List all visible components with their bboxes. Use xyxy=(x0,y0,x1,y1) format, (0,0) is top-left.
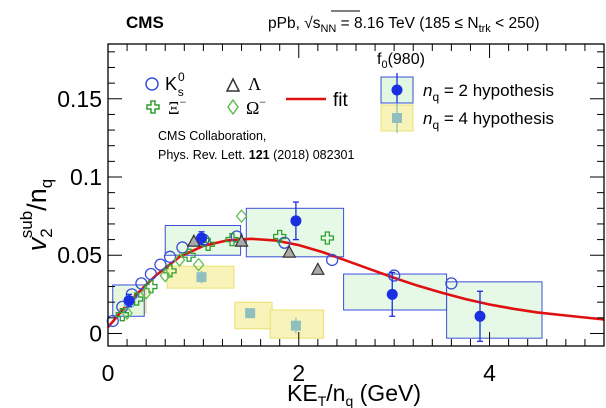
f0-legend-title: f0(980) xyxy=(377,51,425,71)
xi-point xyxy=(129,292,144,306)
x-tick-label: 0 xyxy=(102,360,115,386)
system-label: pPb, √sNN = 8.16 TeV (185 ≤ Ntrk < 250) xyxy=(268,15,539,35)
legend-nq4-label: nq = 4 hypothesis xyxy=(423,109,554,132)
legend-lambda-marker xyxy=(225,77,241,92)
legend-fit-label: fit xyxy=(333,90,349,111)
omega-point xyxy=(173,252,186,267)
nq2-point-4 xyxy=(474,310,486,322)
omega-point xyxy=(121,306,133,321)
legend-k0s-marker xyxy=(145,77,159,91)
xi-point xyxy=(273,229,287,244)
data-points xyxy=(106,201,486,342)
nq2-point-1 xyxy=(195,232,207,244)
species-legend: K0 s Λ Ξ− Ω− fit xyxy=(145,70,349,118)
k0s-point xyxy=(144,267,158,281)
legend-omega-label: Ω− xyxy=(246,95,266,118)
omega-point xyxy=(159,268,172,283)
k0s-point xyxy=(176,241,189,254)
nq4-point-3 xyxy=(290,320,301,331)
omega-point xyxy=(235,209,248,224)
lambda-point xyxy=(310,262,325,275)
y-tick-label: 0.1 xyxy=(70,164,102,190)
y-tick-label: 0 xyxy=(89,320,102,346)
f0-legend: f0(980) nq = 2 hypothesis nq = 4 hypothe… xyxy=(377,51,554,133)
k0s-point xyxy=(135,277,148,290)
reference-line-1: CMS Collaboration, xyxy=(158,129,266,143)
lambda-point xyxy=(282,244,297,258)
k0s-point xyxy=(388,269,401,282)
xi-point xyxy=(182,248,196,262)
legend-k0s-label: K0 s xyxy=(165,70,185,99)
k0s-point xyxy=(154,258,167,271)
k0s-point xyxy=(326,253,339,267)
k0s-point xyxy=(445,277,458,290)
legend-xi-marker xyxy=(146,100,160,114)
legend-nq2-marker xyxy=(391,84,403,96)
x-tick-label: 2 xyxy=(292,360,305,386)
axes: 0 2 4 0 0.05 0.1 0.15 xyxy=(57,43,605,386)
nq4-point-1 xyxy=(196,272,207,283)
nq2-point-3 xyxy=(386,288,398,300)
y-tick-label: 0.15 xyxy=(57,86,102,112)
nq4-point-2 xyxy=(245,308,256,319)
legend-lambda-label: Λ xyxy=(248,74,261,94)
nq2-point-2 xyxy=(290,215,302,227)
k0s-point xyxy=(106,314,119,328)
xi-point xyxy=(144,279,158,294)
k0s-point xyxy=(163,250,177,263)
xi-point xyxy=(320,231,335,245)
y-axis-label: v2sub/nq xyxy=(17,179,56,251)
reference-note: CMS Collaboration, Phys. Rev. Lett. 121 … xyxy=(158,129,354,162)
collaboration-label: CMS xyxy=(126,13,164,32)
legend-xi-label: Ξ− xyxy=(168,95,187,118)
legend-nq2-label: nq = 2 hypothesis xyxy=(423,81,554,104)
legend-omega-marker xyxy=(227,98,239,116)
reference-line-2: Phys. Rev. Lett. 121 (2018) 082301 xyxy=(158,148,354,162)
omega-point xyxy=(192,257,205,272)
nq2-point-0 xyxy=(123,295,135,307)
x-axis-label: KET/nq (GeV) xyxy=(287,380,421,408)
xi-point xyxy=(225,232,239,247)
legend-nq4-marker xyxy=(392,113,402,123)
x-tick-label: 4 xyxy=(483,360,496,386)
y-tick-label: 0.05 xyxy=(57,242,102,268)
omega-point xyxy=(140,285,153,300)
